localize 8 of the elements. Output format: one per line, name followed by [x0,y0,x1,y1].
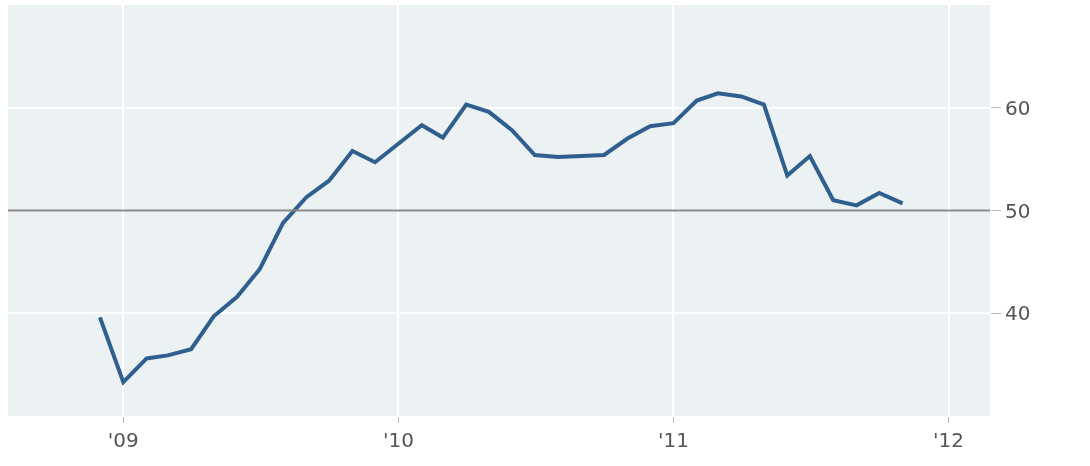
y-tick-label: 40 [1005,301,1031,326]
x-tick-label: '09 [107,428,139,452]
x-tick-label: '11 [657,428,689,452]
x-tick-label: '10 [382,428,414,452]
y-tick-label: 60 [1005,95,1031,120]
line-series [97,91,905,385]
y-tick-label: 50 [1005,198,1031,223]
x-tick-label: '12 [933,428,965,452]
